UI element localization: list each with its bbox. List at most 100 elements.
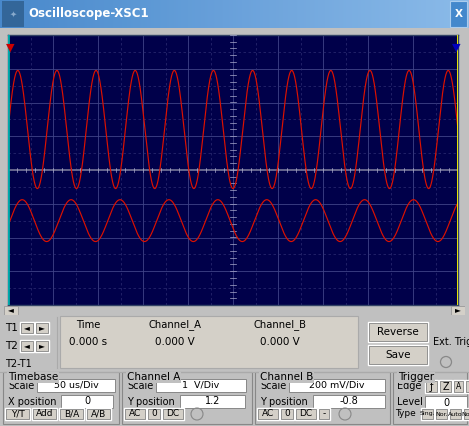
Bar: [6, 409, 29, 419]
Bar: [426, 381, 437, 392]
Bar: [449, 408, 462, 420]
Bar: [425, 380, 438, 393]
Bar: [313, 395, 385, 408]
Bar: [255, 372, 390, 424]
Text: Oscilloscope-XSC1: Oscilloscope-XSC1: [28, 8, 149, 20]
Text: 0: 0: [284, 409, 290, 418]
Bar: [125, 409, 145, 419]
Text: ▼: ▼: [452, 43, 460, 53]
Text: ◄: ◄: [24, 323, 30, 333]
Bar: [36, 323, 48, 333]
Text: A/B: A/B: [91, 409, 106, 418]
Text: ƒ: ƒ: [430, 382, 433, 391]
Text: 0.000 V: 0.000 V: [155, 337, 195, 347]
Text: Type: Type: [395, 409, 416, 418]
Text: Channel A: Channel A: [127, 372, 181, 383]
Bar: [440, 381, 451, 392]
Text: T2: T2: [5, 341, 18, 351]
Text: -: -: [322, 409, 325, 418]
Bar: [2, 1, 24, 26]
Bar: [421, 408, 434, 420]
Bar: [369, 323, 427, 341]
Text: B/A: B/A: [64, 409, 79, 418]
Bar: [295, 408, 317, 420]
Text: X position: X position: [8, 397, 56, 407]
Text: ◄: ◄: [24, 342, 30, 351]
Bar: [368, 322, 428, 342]
Text: ✦: ✦: [9, 9, 16, 18]
Text: 1  V/Div: 1 V/Div: [182, 381, 219, 390]
Text: 0.000 s: 0.000 s: [69, 337, 107, 347]
Bar: [3, 372, 119, 424]
Text: A: A: [456, 382, 461, 391]
Bar: [162, 408, 184, 420]
Text: Add: Add: [36, 409, 53, 418]
Text: Edge: Edge: [397, 381, 421, 391]
Text: 0.000 V: 0.000 V: [260, 337, 300, 347]
Text: Channel_B: Channel_B: [254, 320, 307, 331]
Bar: [124, 408, 146, 420]
Text: Time: Time: [76, 320, 100, 330]
Text: Scale: Scale: [8, 381, 34, 391]
Text: Nor.: Nor.: [435, 412, 448, 417]
Bar: [450, 1, 467, 26]
Bar: [37, 379, 115, 392]
Bar: [180, 395, 245, 408]
Bar: [439, 380, 452, 393]
Bar: [20, 340, 34, 352]
Text: None: None: [461, 412, 469, 417]
Text: Scale: Scale: [127, 381, 153, 391]
Text: Reverse: Reverse: [377, 327, 419, 337]
Bar: [368, 345, 428, 365]
Bar: [32, 408, 57, 420]
Text: ►: ►: [39, 323, 45, 333]
Text: Scale: Scale: [260, 381, 286, 391]
Bar: [318, 408, 330, 420]
Bar: [435, 408, 448, 420]
Bar: [369, 346, 427, 364]
Text: Timebase: Timebase: [8, 372, 58, 383]
Bar: [465, 380, 469, 393]
Bar: [156, 379, 246, 392]
Bar: [281, 409, 293, 419]
Bar: [36, 341, 48, 351]
Text: Ext. Trigger: Ext. Trigger: [433, 337, 469, 347]
Text: Level: Level: [397, 397, 423, 407]
Text: T1: T1: [5, 323, 18, 333]
Text: Auto: Auto: [448, 412, 463, 417]
Bar: [21, 341, 33, 351]
Text: DC: DC: [166, 409, 180, 418]
Text: ►: ►: [39, 342, 45, 351]
Text: ▼: ▼: [6, 43, 14, 53]
Bar: [296, 409, 316, 419]
Text: 0: 0: [443, 397, 449, 408]
Bar: [86, 408, 111, 420]
Text: 0: 0: [84, 397, 90, 406]
Bar: [61, 395, 113, 408]
Text: Y/T: Y/T: [11, 409, 24, 418]
Text: ►: ►: [455, 305, 461, 314]
Text: ◄: ◄: [8, 305, 14, 314]
Text: DC: DC: [299, 409, 312, 418]
Bar: [60, 316, 358, 368]
Bar: [35, 322, 49, 334]
Bar: [35, 340, 49, 352]
Text: 1.2: 1.2: [205, 397, 220, 406]
Bar: [147, 408, 161, 420]
Text: AC: AC: [129, 409, 141, 418]
Bar: [425, 396, 467, 409]
Text: Y position: Y position: [127, 397, 175, 407]
Bar: [21, 323, 33, 333]
Text: AC: AC: [262, 409, 274, 418]
Bar: [33, 409, 56, 419]
Bar: [463, 408, 469, 420]
Text: -0.8: -0.8: [340, 397, 358, 406]
Text: Channel B: Channel B: [260, 372, 313, 383]
Bar: [5, 408, 30, 420]
Text: T2-T1: T2-T1: [5, 359, 32, 369]
Bar: [436, 409, 447, 419]
Bar: [451, 305, 465, 314]
Text: Trigger: Trigger: [398, 372, 434, 383]
Text: Y position: Y position: [260, 397, 308, 407]
Bar: [257, 408, 279, 420]
